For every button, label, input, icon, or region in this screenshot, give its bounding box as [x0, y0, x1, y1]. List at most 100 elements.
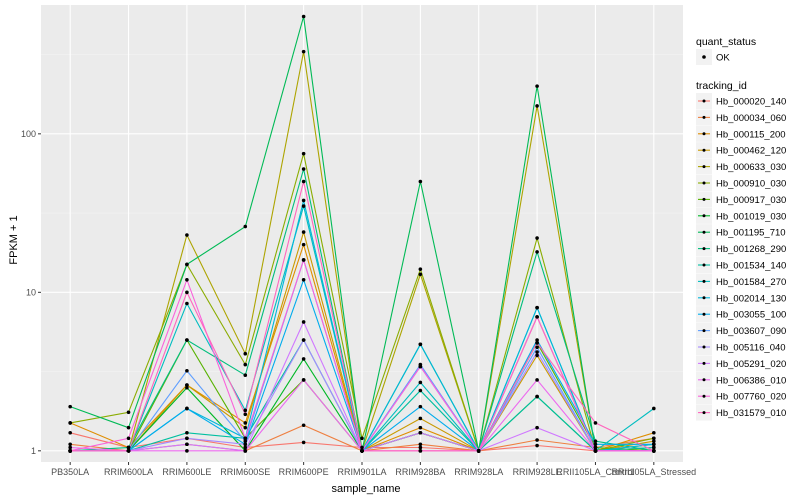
data-point [593, 439, 598, 443]
data-point [535, 104, 539, 108]
legend-label: Hb_001019_030 [716, 211, 786, 222]
legend-label: Hb_000910_030 [716, 179, 786, 190]
data-point [535, 443, 539, 448]
data-point [301, 198, 306, 203]
data-point [68, 404, 72, 409]
legend-point-key [702, 279, 706, 283]
legend-point-key [702, 312, 706, 316]
data-point [652, 430, 656, 435]
data-point [593, 449, 598, 453]
data-point [185, 430, 189, 435]
data-point [185, 233, 189, 237]
legend-label: Hb_003055_100 [716, 310, 786, 321]
x-tick-label: RRIM600LA [104, 467, 153, 477]
tracking-legend-title: tracking_id [696, 80, 747, 92]
legend-label: Hb_006386_010 [716, 375, 786, 386]
data-point [185, 442, 189, 447]
legend-point-key [702, 394, 706, 398]
data-point [243, 224, 248, 229]
legend: quant_status OK tracking_id Hb_000020_14… [696, 36, 786, 421]
y-tick-label: 1 [31, 446, 36, 456]
data-point [418, 179, 423, 184]
data-point [126, 425, 131, 430]
data-point [418, 272, 423, 277]
data-point [301, 338, 306, 342]
data-point [652, 449, 656, 453]
data-point [68, 430, 72, 435]
data-point [301, 378, 306, 382]
legend-label: Hb_005116_040 [716, 343, 786, 354]
y-tick-label: 10 [26, 287, 36, 297]
legend-point-key [702, 214, 706, 218]
legend-point-key [702, 197, 706, 201]
data-point [360, 436, 364, 441]
legend-label: Hb_000462_120 [716, 146, 786, 157]
data-point [68, 445, 72, 450]
data-point [243, 442, 248, 447]
data-point [535, 345, 539, 350]
legend-point-key [702, 99, 706, 103]
data-point [652, 436, 656, 441]
data-point [535, 394, 539, 399]
data-point [301, 151, 306, 156]
x-tick-label: RRIM928LA [454, 467, 503, 477]
data-point [243, 425, 248, 430]
legend-label: Hb_001195_710 [716, 228, 786, 239]
x-tick-label: RRII105LA_Control [556, 467, 634, 477]
data-point [418, 364, 423, 369]
data-point [301, 204, 306, 208]
x-tick-label: RRIM928LE [513, 467, 562, 477]
data-point [535, 250, 539, 254]
x-tick-label: RRIM600LE [162, 467, 211, 477]
data-point [535, 315, 539, 319]
data-point [68, 442, 72, 447]
data-point [418, 416, 423, 421]
data-point [185, 290, 189, 295]
data-point [243, 362, 248, 367]
data-point [301, 320, 306, 324]
data-point [185, 277, 189, 282]
data-point [301, 277, 306, 282]
legend-point-key [702, 247, 706, 251]
data-point [243, 412, 248, 417]
data-point [185, 385, 189, 390]
legend-point-key [702, 148, 706, 152]
data-point [535, 438, 539, 442]
legend-point-key [702, 115, 706, 119]
legend-point-key [702, 230, 706, 234]
legend-point-key [702, 361, 706, 365]
y-axis-ticks: 1 10 100 [21, 129, 41, 456]
data-point [652, 439, 656, 443]
legend-point-key [702, 411, 706, 415]
data-point [418, 430, 423, 435]
data-point [243, 436, 248, 441]
data-point [301, 440, 306, 445]
legend-point-key [702, 132, 706, 136]
legend-label: Hb_000020_140 [716, 97, 786, 108]
data-point [535, 353, 539, 358]
legend-point-key [702, 296, 706, 300]
x-tick-label: RRIM600SE [220, 467, 270, 477]
legend-label: Hb_001534_140 [716, 261, 786, 272]
data-point [418, 404, 423, 409]
legend-point-key [702, 165, 706, 169]
plot-panel [41, 5, 683, 462]
legend-label: Hb_007760_020 [716, 392, 786, 403]
legend-label: Hb_001584_270 [716, 277, 786, 288]
data-point [301, 230, 306, 234]
legend-label: Hb_000917_030 [716, 195, 786, 206]
data-point [126, 410, 131, 415]
data-point [418, 267, 423, 271]
legend-label: Hb_000633_030 [716, 162, 786, 173]
legend-point-key [702, 263, 706, 267]
legend-label: Hb_000115_200 [716, 129, 786, 140]
data-point [535, 305, 539, 310]
x-tick-label: RRIM600PE [279, 467, 329, 477]
data-point [418, 425, 423, 430]
legend-label: Hb_002014_130 [716, 293, 786, 304]
data-point [360, 449, 364, 453]
data-point [185, 368, 189, 373]
data-point [126, 436, 131, 441]
x-axis-ticks: PB350LA RRIM600LA RRIM600LE RRIM600SE RRIM60… [51, 462, 696, 477]
data-point [185, 262, 189, 267]
